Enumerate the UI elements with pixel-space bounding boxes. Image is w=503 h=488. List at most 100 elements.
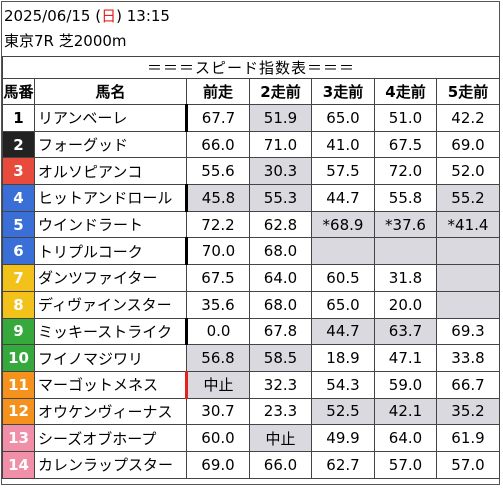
speed-index-cell: 44.7 [311, 317, 375, 346]
race-time: 13:15 [126, 7, 170, 25]
speed-index-cell: 20.0 [374, 290, 437, 319]
speed-index-cell: 57.0 [436, 450, 500, 479]
horse-number: 1 [2, 104, 35, 132]
weekday: 日 [101, 7, 117, 25]
horse-name: オルソピアンコ [34, 157, 187, 186]
speed-index-cell: 72.2 [186, 210, 250, 239]
speed-index-cell: 58.5 [249, 344, 312, 372]
speed-index-cell: 49.9 [311, 424, 375, 452]
horse-name: リアンベーレ [34, 104, 188, 132]
horse-name: ウインドラート [34, 210, 187, 239]
table-row: 9 ミッキーストライク 0.0 67.8 44.7 63.7 69.3 [2, 317, 500, 346]
speed-index-cell: 65.0 [311, 290, 375, 319]
speed-index-cell: 63.7 [374, 317, 437, 346]
speed-index-cell: 54.3 [311, 370, 375, 399]
col-header-4-races-ago: 4走前 [374, 78, 437, 105]
horse-name: オウケンヴィーナス [34, 397, 187, 426]
col-header-5-races-ago: 5走前 [436, 78, 500, 105]
horse-number: 5 [2, 210, 35, 239]
table-row: 11 マーゴットメネス 中止 32.3 54.3 59.0 66.7 [2, 370, 500, 399]
speed-index-cell: 65.0 [311, 104, 375, 132]
table-row: 7 ダンツファイター 67.5 64.0 60.5 31.8 [2, 264, 500, 292]
speed-index-cell: 55.2 [436, 184, 500, 212]
speed-index-cell: 55.8 [374, 184, 437, 212]
speed-index-cell: 52.0 [436, 157, 500, 186]
speed-index-cell: 33.8 [436, 344, 500, 372]
speed-index-cell: 59.0 [374, 370, 437, 399]
horse-number: 7 [2, 264, 35, 292]
speed-index-cell: 67.7 [186, 104, 250, 132]
col-header-3-races-ago: 3走前 [311, 78, 375, 105]
speed-index-cell: 67.8 [249, 317, 312, 346]
speed-index-cell: 67.5 [186, 264, 250, 292]
col-header-number: 馬番 [2, 78, 35, 105]
speed-index-cell: 57.5 [311, 157, 375, 186]
table-row: 10 フイノマジワリ 56.8 58.5 18.9 47.1 33.8 [2, 344, 500, 372]
speed-index-cell: 67.5 [374, 130, 437, 159]
speed-index-table: ＝＝＝スピード指数表＝＝＝ 馬番 馬名 前走 2走前 3走前 4走前 5走前 1… [2, 56, 500, 479]
speed-index-cell: *41.4 [436, 210, 500, 239]
horse-number: 8 [2, 290, 35, 319]
speed-index-cell: 30.3 [249, 157, 312, 186]
horse-name: マーゴットメネス [34, 370, 188, 399]
speed-index-cell: 66.0 [249, 450, 312, 479]
weekday-close: ) [116, 7, 127, 25]
speed-index-cell: 47.1 [374, 344, 437, 372]
horse-name: ミッキーストライク [34, 317, 188, 346]
horse-name: トリプルコーク [34, 237, 188, 266]
table-row: 6 トリプルコーク 70.0 68.0 [2, 237, 500, 266]
speed-index-cell: 35.2 [436, 397, 500, 426]
speed-index-cell [436, 290, 500, 319]
speed-index-cell: 68.0 [249, 237, 312, 266]
speed-index-cell [374, 237, 437, 266]
speed-index-cell: 57.0 [374, 450, 437, 479]
speed-index-cell: 31.8 [374, 264, 437, 292]
speed-index-cell: 55.3 [249, 184, 312, 212]
speed-index-cell: 64.0 [374, 424, 437, 452]
table-row: 14 カレンラップスター 69.0 66.0 62.7 57.0 57.0 [2, 450, 500, 479]
horse-name: シーズオブホープ [34, 424, 187, 452]
horse-name: カレンラップスター [34, 450, 187, 479]
speed-index-cell: 68.0 [249, 290, 312, 319]
speed-index-cell: 18.9 [311, 344, 375, 372]
speed-index-cell: 42.2 [436, 104, 500, 132]
horse-name: フォーグッド [34, 130, 187, 159]
table-title: ＝＝＝スピード指数表＝＝＝ [2, 56, 500, 79]
table-row: 3 オルソピアンコ 55.6 30.3 57.5 72.0 52.0 [2, 157, 500, 186]
speed-index-cell: 41.0 [311, 130, 375, 159]
speed-index-cell: 66.7 [436, 370, 500, 399]
speed-index-cell: 69.0 [186, 450, 250, 479]
speed-index-cell: 23.3 [249, 397, 312, 426]
speed-index-cell: 52.5 [311, 397, 375, 426]
table-row: 4 ヒットアンドロール 45.8 55.3 44.7 55.8 55.2 [2, 184, 500, 212]
speed-index-cell: 44.7 [311, 184, 375, 212]
horse-number: 6 [2, 237, 35, 266]
speed-index-cell: 55.6 [186, 157, 250, 186]
horse-number: 14 [2, 450, 35, 479]
race-info: 東京7R 芝2000m [4, 32, 127, 50]
horse-name: フイノマジワリ [34, 344, 187, 372]
horse-number: 11 [2, 370, 35, 399]
horse-number: 9 [2, 317, 35, 346]
table-row: 12 オウケンヴィーナス 30.7 23.3 52.5 42.1 35.2 [2, 397, 500, 426]
col-header-2-races-ago: 2走前 [249, 78, 312, 105]
speed-index-cell: 70.0 [186, 237, 250, 266]
table-row: 1 リアンベーレ 67.7 51.9 65.0 51.0 42.2 [2, 104, 500, 132]
horse-number: 3 [2, 157, 35, 186]
speed-index-cell: 62.7 [311, 450, 375, 479]
speed-index-cell: 中止 [249, 424, 312, 452]
speed-index-cell: 35.6 [186, 290, 250, 319]
table-row: 2 フォーグッド 66.0 71.0 41.0 67.5 69.0 [2, 130, 500, 159]
speed-index-cell: 64.0 [249, 264, 312, 292]
speed-index-cell: 62.8 [249, 210, 312, 239]
speed-index-cell: 71.0 [249, 130, 312, 159]
speed-index-cell: 32.3 [249, 370, 312, 399]
speed-index-cell: 66.0 [186, 130, 250, 159]
speed-index-cell: 72.0 [374, 157, 437, 186]
speed-index-cell [436, 237, 500, 266]
table-row: 13 シーズオブホープ 60.0 中止 49.9 64.0 61.9 [2, 424, 500, 452]
speed-index-cell [436, 264, 500, 292]
horse-name: ヒットアンドロール [34, 184, 188, 212]
race-datetime: 2025/06/15 (日) 13:15 [4, 4, 170, 28]
